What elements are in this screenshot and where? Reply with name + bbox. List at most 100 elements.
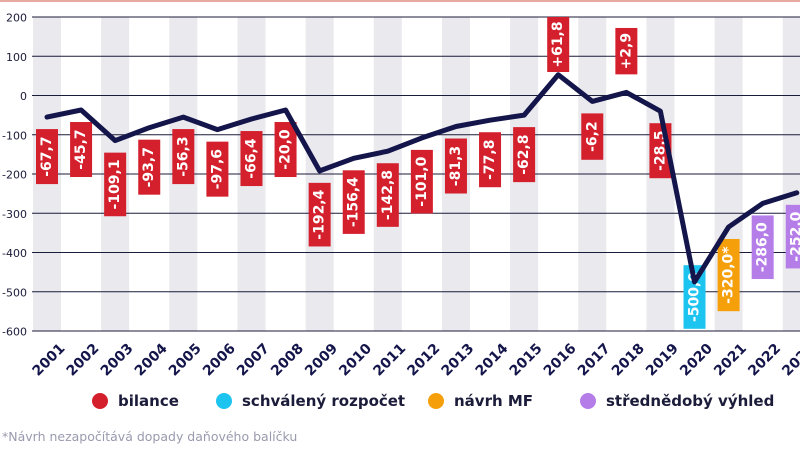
legend-dot-navrh-mf: [428, 393, 444, 409]
y-tick-label: -200: [2, 169, 27, 182]
x-tick-label-2012: 2012: [404, 341, 443, 380]
value-label-2011: -142,8: [376, 163, 399, 227]
value-labels: -67,7 -45,7 -109,1 -93,7 -56,3 -97,6 -66,4 -20,…: [36, 17, 800, 329]
value-label-text: -500,0: [687, 272, 703, 322]
value-label-box: [683, 265, 706, 329]
value-label-box: [138, 139, 161, 195]
value-label-text: +61,8: [550, 21, 566, 67]
value-label-box: [410, 149, 433, 214]
x-tick-label-2021: 2021: [711, 341, 750, 380]
value-label-text: -77,8: [482, 140, 498, 180]
y-tick-label: -500: [2, 286, 27, 299]
value-label-2016: +61,8: [547, 17, 570, 72]
legend-dot-schvaleny-rozpocet: [216, 393, 232, 409]
y-tick-label: 0: [20, 90, 27, 103]
value-label-text: -320,0*: [721, 246, 737, 304]
x-tick-label-2023: 2023: [779, 341, 800, 380]
value-label-text: -66,4: [243, 138, 259, 179]
legend-dot-bilance: [92, 393, 108, 409]
value-label-2013: -81,3: [444, 138, 467, 194]
value-label-2002: -45,7: [70, 122, 93, 178]
x-tick-label-2014: 2014: [473, 340, 512, 379]
value-label-box: [70, 122, 93, 178]
value-label-box: [206, 141, 229, 197]
value-label-2020: -500,0: [683, 265, 706, 329]
x-tick-label-2010: 2010: [336, 340, 375, 379]
value-label-text: -81,3: [448, 146, 464, 186]
value-label-2005: -56,3: [172, 129, 195, 185]
y-tick-label: -300: [2, 208, 27, 221]
value-label-2007: -66,4: [240, 131, 263, 187]
legend-item-navrh-mf: návrh MF: [428, 392, 533, 410]
legend-label-strednedoby-vyhled: střednědobý výhled: [606, 392, 775, 410]
value-label-box: [547, 17, 570, 72]
x-tick-label-2016: 2016: [541, 341, 580, 380]
value-label-2004: -93,7: [138, 139, 161, 195]
value-label-text: -67,7: [39, 136, 55, 176]
value-label-2015: -62,8: [513, 127, 536, 183]
value-label-box: [308, 182, 331, 247]
top-accent-rule: [0, 0, 800, 2]
x-tick-label-2011: 2011: [370, 341, 409, 380]
value-label-text: -93,7: [141, 147, 157, 187]
value-label-box: [342, 170, 365, 234]
value-label-box: [274, 122, 297, 178]
y-tick-label: -400: [2, 247, 27, 260]
value-label-text: -6,2: [584, 121, 600, 152]
value-label-box: [479, 132, 502, 188]
y-tick-label: 200: [6, 12, 27, 25]
value-label-text: -97,6: [209, 149, 225, 189]
value-label-text: -156,4: [346, 177, 362, 227]
value-label-text: -101,0: [414, 156, 430, 206]
x-tick-label-2008: 2008: [268, 341, 307, 380]
value-label-box: [172, 129, 195, 185]
value-label-text: -109,1: [107, 159, 123, 209]
x-tick-label-2005: 2005: [166, 341, 205, 380]
value-label-text: -62,8: [516, 134, 532, 174]
value-label-2023: -252,0: [785, 204, 800, 269]
value-label-box: [104, 152, 127, 217]
value-label-2018: +2,9: [615, 27, 638, 75]
chart-legend: bilance schválený rozpočet návrh MF stře…: [0, 392, 800, 416]
value-label-box: [513, 127, 536, 183]
y-tick-label: 100: [6, 51, 27, 64]
x-tick-label-2007: 2007: [234, 341, 273, 380]
x-tick-label-2009: 2009: [302, 341, 341, 380]
value-label-2006: -97,6: [206, 141, 229, 197]
value-label-box: [751, 215, 774, 280]
legend-label-schvaleny-rozpocet: schválený rozpočet: [242, 392, 406, 410]
legend-label-bilance: bilance: [118, 392, 179, 410]
balance-series-line: [44, 72, 800, 285]
value-label-box: [615, 27, 638, 75]
value-label-box: [444, 138, 467, 194]
x-tick-label-2019: 2019: [643, 341, 682, 380]
value-label-box: [785, 204, 800, 269]
value-label-2010: -156,4: [342, 170, 365, 234]
value-label-2009: -192,4: [308, 182, 331, 247]
x-tick-label-2003: 2003: [98, 341, 137, 380]
x-tick-label-2001: 2001: [30, 341, 69, 380]
x-tick-label-2002: 2002: [64, 341, 103, 380]
legend-dot-strednedoby-vyhled: [580, 393, 596, 409]
x-tick-label-2020: 2020: [677, 340, 716, 379]
x-axis-labels: 2001200220032004200520062007200820092010…: [30, 340, 800, 379]
value-label-text: +2,9: [618, 33, 634, 70]
value-label-2008: -20,0: [274, 122, 297, 178]
legend-item-strednedoby-vyhled: střednědobý výhled: [580, 392, 774, 410]
legend-item-schvaleny-rozpocet: schválený rozpočet: [216, 392, 405, 410]
value-label-text: -192,4: [312, 189, 328, 239]
value-label-text: -252,0: [789, 211, 800, 261]
legend-item-bilance: bilance: [92, 392, 179, 410]
x-tick-label-2017: 2017: [575, 341, 614, 380]
value-label-2022: -286,0: [751, 215, 774, 280]
value-label-text: -45,7: [73, 129, 89, 169]
footnote: *Návrh nezapočítává dopady daňového balí…: [2, 429, 298, 444]
value-label-box: [717, 238, 740, 312]
x-tick-label-2022: 2022: [745, 341, 784, 380]
value-label-text: -56,3: [175, 136, 191, 176]
x-tick-label-2018: 2018: [609, 341, 648, 380]
value-label-text: -286,0: [755, 222, 771, 272]
value-label-2021: -320,0*: [717, 238, 740, 312]
value-label-box: [36, 129, 58, 185]
value-label-2014: -77,8: [479, 132, 502, 188]
